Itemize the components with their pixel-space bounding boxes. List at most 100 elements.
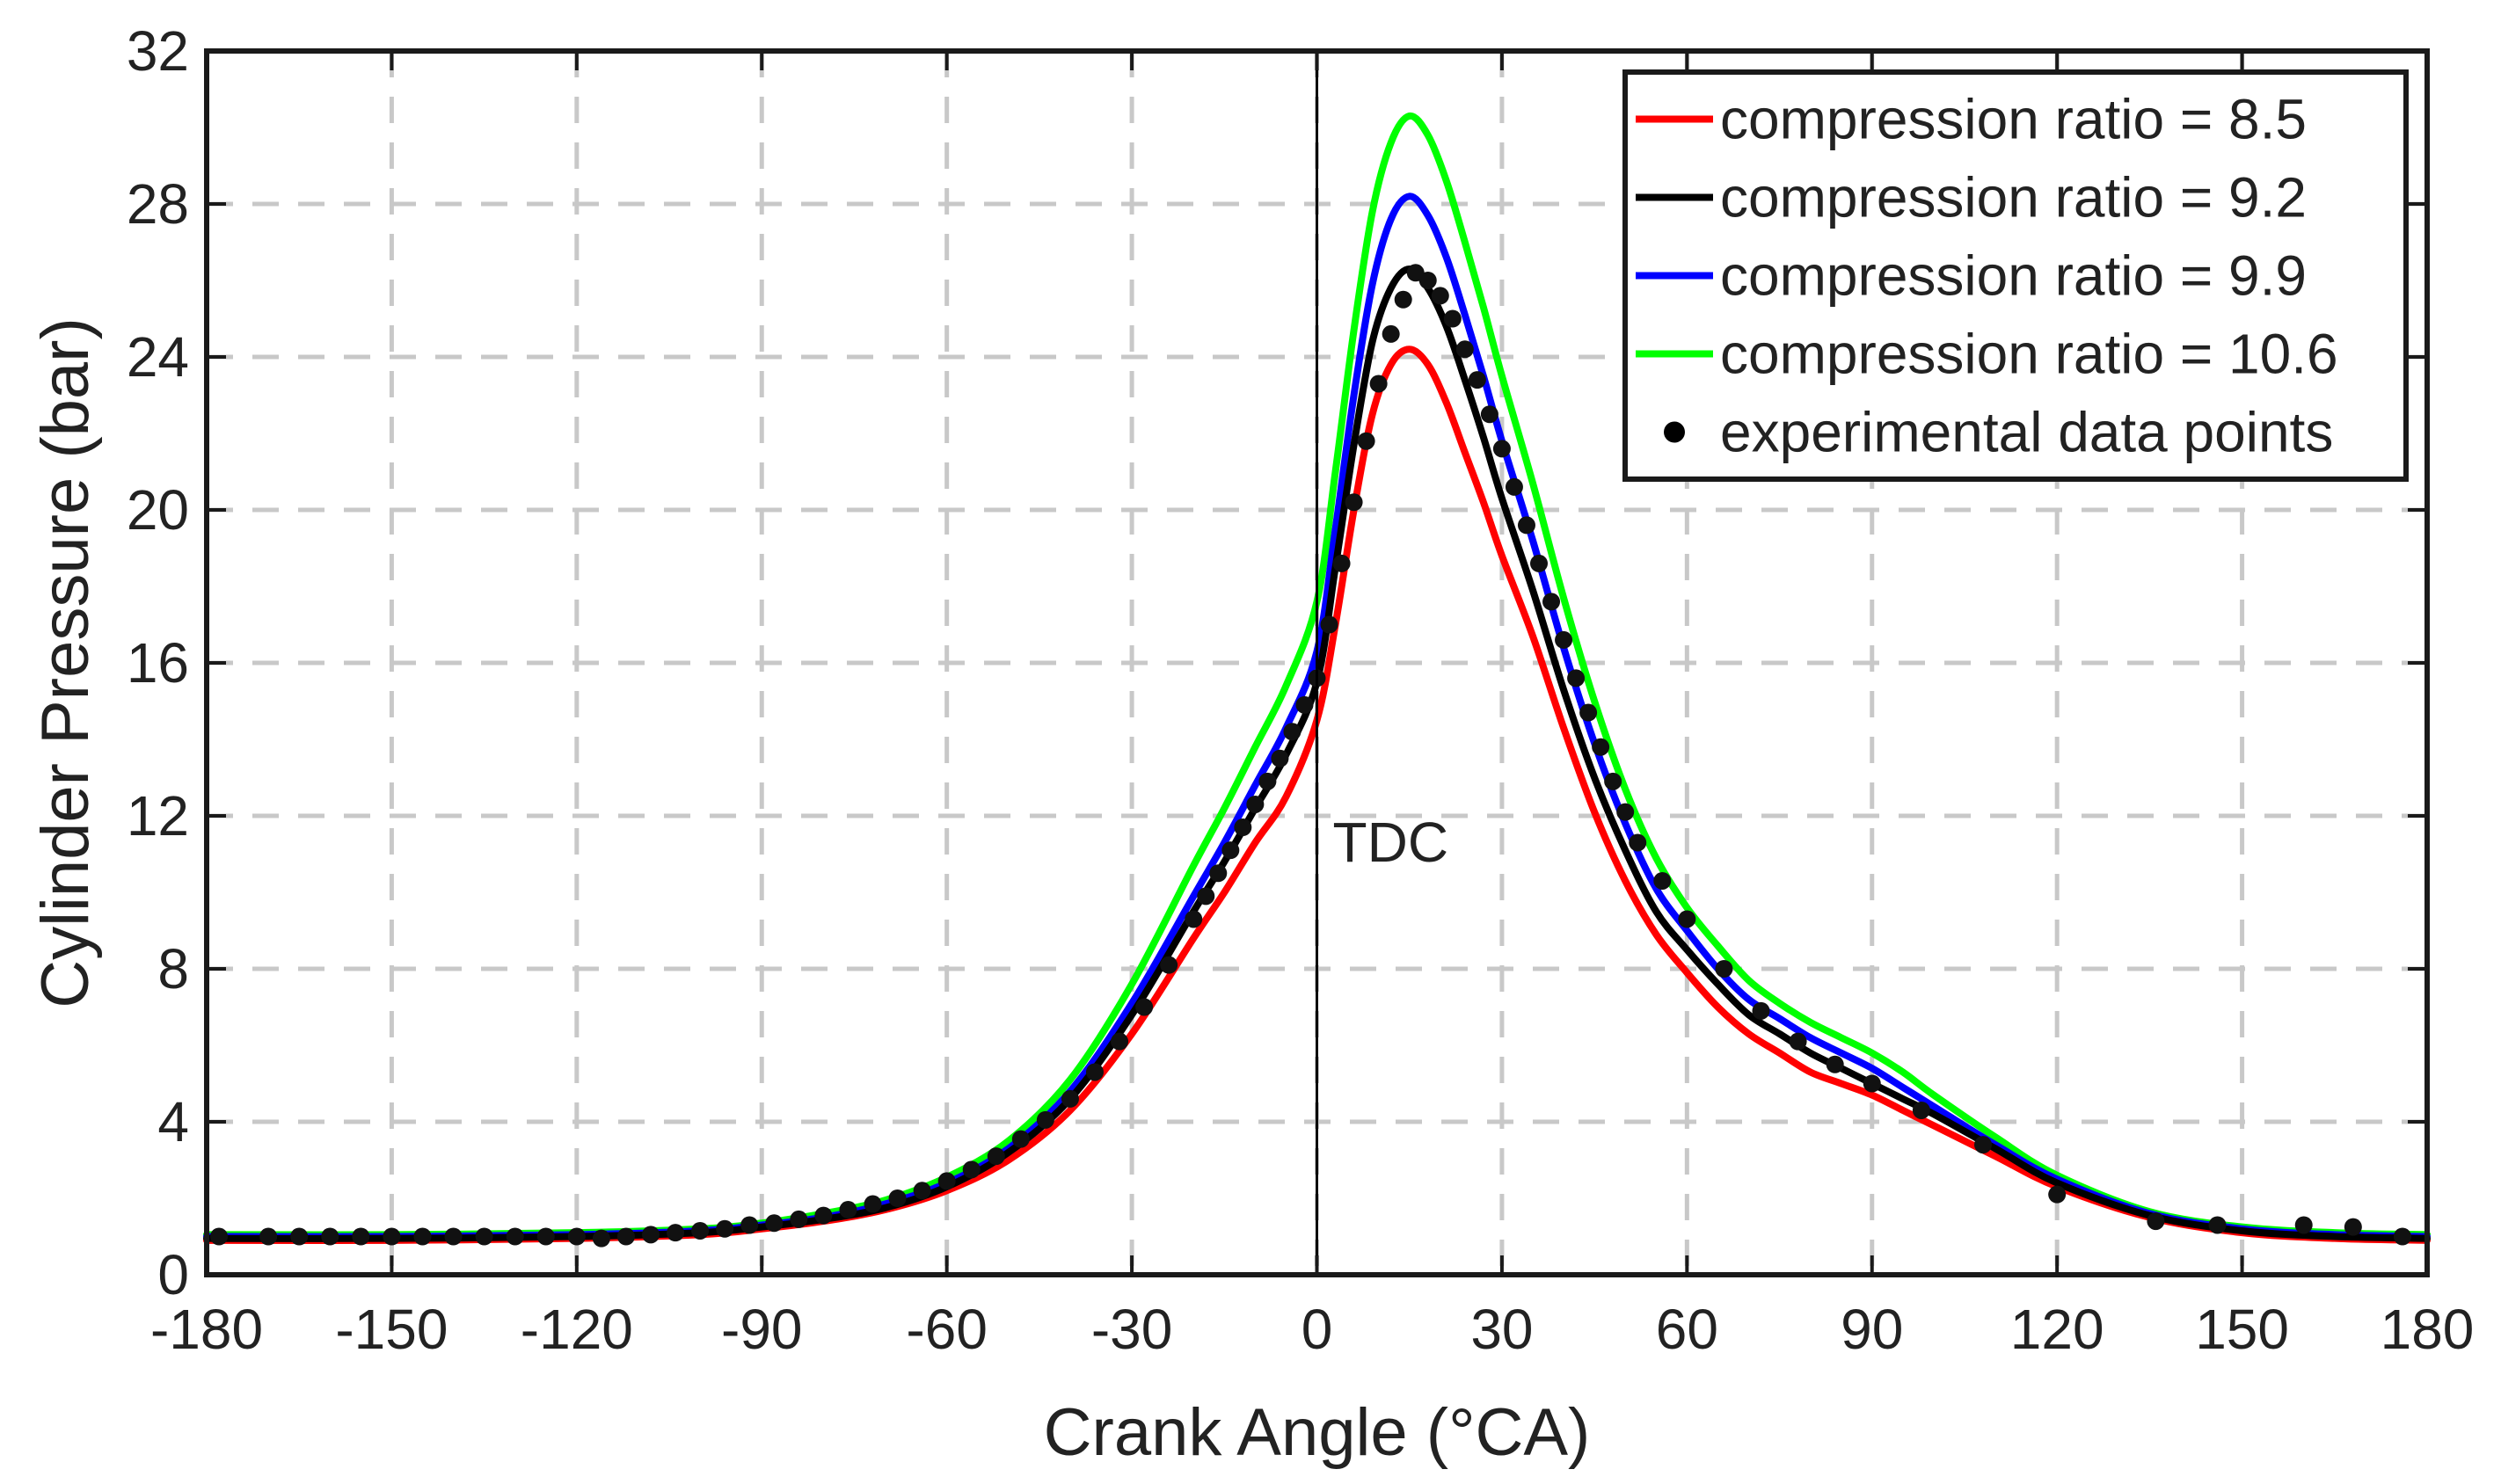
x-tick-label: -30 <box>1091 1298 1173 1361</box>
legend: compression ratio = 8.5 compression ratio… <box>1622 69 2409 482</box>
y-tick-label: 24 <box>127 325 189 389</box>
x-axis-label: Crank Angle (°CA) <box>1044 1395 1591 1470</box>
legend-label: experimental data points <box>1720 401 2333 464</box>
experimental-point <box>1320 615 1338 634</box>
experimental-point <box>888 1189 907 1207</box>
experimental-point <box>1234 818 1252 837</box>
experimental-point <box>1974 1136 1992 1154</box>
y-tick-label: 4 <box>157 1090 189 1153</box>
experimental-point <box>2048 1185 2067 1204</box>
experimental-point <box>2147 1212 2165 1231</box>
experimental-point <box>839 1201 857 1219</box>
experimental-point <box>642 1226 660 1244</box>
experimental-point <box>321 1227 339 1246</box>
experimental-point <box>765 1214 784 1233</box>
experimental-point <box>1789 1032 1807 1051</box>
experimental-point <box>1826 1055 1844 1073</box>
experimental-point <box>1160 956 1178 974</box>
experimental-point <box>1480 405 1498 424</box>
experimental-point <box>1221 841 1240 860</box>
experimental-point <box>383 1227 401 1246</box>
experimental-point <box>1542 593 1561 611</box>
experimental-point <box>413 1227 432 1246</box>
experimental-point <box>1555 630 1573 649</box>
experimental-point <box>1604 772 1622 790</box>
y-tick-label: 0 <box>157 1243 189 1306</box>
experimental-point <box>1455 340 1474 359</box>
x-tick-label: 180 <box>2381 1298 2475 1361</box>
experimental-point <box>864 1195 882 1213</box>
experimental-point <box>691 1221 710 1240</box>
x-tick-labels: -180 -150 -120 -90 -60 -30 0 30 60 90 120 150 180 <box>150 1298 2474 1361</box>
x-tick-label: 60 <box>1656 1298 1718 1361</box>
experimental-point <box>814 1206 833 1225</box>
series-line-cr-9-9 <box>203 193 2431 1240</box>
experimental-point <box>210 1227 229 1246</box>
experimental-point <box>2393 1227 2411 1246</box>
experimental-point <box>352 1227 370 1246</box>
experimental-point <box>1111 1032 1129 1051</box>
experimental-point <box>1185 910 1203 928</box>
y-tick-label: 20 <box>127 478 189 542</box>
experimental-point <box>1912 1101 1930 1119</box>
experimental-point <box>2208 1216 2227 1234</box>
y-tick-label: 32 <box>127 19 189 83</box>
x-tick-label: -180 <box>150 1298 263 1361</box>
experimental-point <box>475 1227 493 1246</box>
legend-label: compression ratio = 9.2 <box>1720 166 2307 229</box>
experimental-point <box>592 1229 610 1248</box>
experimental-point <box>536 1227 555 1246</box>
x-tick-label: 0 <box>1302 1298 1333 1361</box>
experimental-point <box>716 1219 734 1238</box>
experimental-point <box>1629 833 1647 852</box>
x-tick-label: 30 <box>1470 1298 1533 1361</box>
experimental-point <box>290 1227 309 1246</box>
y-tick-label: 28 <box>127 172 189 236</box>
experimental-point <box>790 1210 808 1228</box>
experimental-point <box>1653 871 1672 890</box>
x-tick-label: -150 <box>335 1298 448 1361</box>
experimental-point <box>1517 516 1535 535</box>
experimental-point <box>2294 1216 2313 1234</box>
experimental-point <box>987 1147 1005 1166</box>
experimental-point <box>1061 1089 1079 1108</box>
y-tick-label: 12 <box>127 784 189 847</box>
experimental-point <box>1036 1110 1054 1129</box>
experimental-point <box>259 1227 278 1246</box>
experimental-point <box>1209 864 1228 883</box>
experimental-point <box>567 1227 586 1246</box>
axis-ticks <box>205 49 2429 1277</box>
experimental-point <box>1345 493 1363 512</box>
experimental-point <box>1863 1074 1881 1093</box>
experimental-point <box>1283 723 1302 741</box>
x-tick-label: 90 <box>1841 1298 1903 1361</box>
experimental-points <box>210 264 2411 1248</box>
experimental-point <box>1295 695 1314 714</box>
experimental-point <box>1715 960 1733 978</box>
legend-label: compression ratio = 9.9 <box>1720 244 2307 308</box>
legend-box <box>1622 69 2409 482</box>
experimental-point <box>1752 1001 1770 1020</box>
experimental-point <box>506 1227 524 1246</box>
experimental-point <box>444 1227 463 1246</box>
experimental-point <box>937 1172 956 1190</box>
experimental-point <box>1579 703 1598 722</box>
x-tick-label: -90 <box>721 1298 803 1361</box>
experimental-point <box>616 1227 635 1246</box>
experimental-point <box>962 1160 981 1179</box>
experimental-point <box>1443 309 1462 328</box>
experimental-point <box>740 1216 759 1234</box>
experimental-point <box>1382 324 1400 343</box>
experimental-point <box>1369 375 1388 393</box>
experimental-point <box>1197 887 1215 906</box>
tdc-annotation: TDC <box>1333 811 1449 874</box>
x-tick-label: -120 <box>521 1298 633 1361</box>
y-tick-label: 16 <box>127 631 189 695</box>
x-tick-label: 150 <box>2195 1298 2289 1361</box>
experimental-point <box>1011 1130 1030 1148</box>
experimental-point <box>1592 738 1610 756</box>
legend-label: compression ratio = 10.6 <box>1720 323 2338 386</box>
experimental-point <box>1258 772 1277 790</box>
experimental-point <box>1394 290 1412 309</box>
experimental-point <box>1246 795 1265 813</box>
